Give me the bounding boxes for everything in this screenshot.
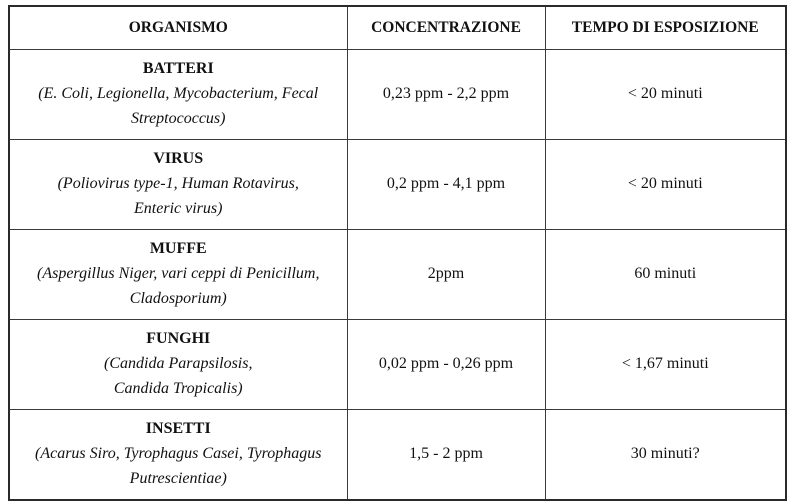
organism-species: (Poliovirus type-1, Human Rotavirus, Ent… [57, 175, 299, 217]
table-row-batteri: BATTERI (E. Coli, Legionella, Mycobacter… [8, 49, 787, 140]
organism-cell: MUFFE (Aspergillus Niger, vari ceppi di … [8, 229, 348, 320]
header-concentrazione: CONCENTRAZIONE [346, 5, 546, 50]
organism-table: ORGANISMO CONCENTRAZIONE TEMPO DI ESPOSI… [8, 5, 787, 501]
exposure-cell: 60 minuti [544, 229, 787, 320]
organism-species: (Acarus Siro, Tyrophagus Casei, Tyrophag… [34, 444, 322, 487]
header-row: ORGANISMO CONCENTRAZIONE TEMPO DI ESPOSI… [8, 5, 787, 50]
organism-species: (E. Coli, Legionella, Mycobacterium, Fec… [38, 85, 319, 127]
organism-name: VIRUS [153, 150, 204, 168]
organism-cell: FUNGHI (Candida Parapsilosis, Candida Tr… [8, 319, 348, 410]
exposure-cell: < 20 minuti [544, 139, 787, 230]
organism-name: MUFFE [149, 240, 207, 258]
concentration-cell: 0,23 ppm - 2,2 ppm [346, 49, 546, 140]
organism-cell: INSETTI (Acarus Siro, Tyrophagus Casei, … [8, 409, 348, 500]
table-row-virus: VIRUS (Poliovirus type-1, Human Rotaviru… [8, 139, 787, 230]
organism-cell: VIRUS (Poliovirus type-1, Human Rotaviru… [8, 139, 348, 230]
organism-species: (Candida Parapsilosis, Candida Tropicali… [104, 355, 253, 397]
exposure-cell: < 1,67 minuti [544, 319, 787, 410]
organism-name: FUNGHI [146, 330, 211, 348]
organism-name: BATTERI [142, 60, 214, 78]
header-tempo-di-esposizione: TEMPO DI ESPOSIZIONE [544, 5, 787, 50]
table-row-funghi: FUNGHI (Candida Parapsilosis, Candida Tr… [8, 319, 787, 410]
organism-species: (Aspergillus Niger, vari ceppi di Penici… [37, 265, 320, 307]
exposure-cell: 30 minuti? [544, 409, 787, 500]
concentration-cell: 2ppm [346, 229, 546, 320]
exposure-cell: < 20 minuti [544, 49, 787, 140]
organism-cell: BATTERI (E. Coli, Legionella, Mycobacter… [8, 49, 348, 140]
header-organismo: ORGANISMO [8, 5, 348, 50]
concentration-cell: 1,5 - 2 ppm [346, 409, 546, 500]
table-row-insetti: INSETTI (Acarus Siro, Tyrophagus Casei, … [8, 409, 787, 500]
organism-name: INSETTI [145, 420, 211, 438]
concentration-cell: 0,2 ppm - 4,1 ppm [346, 139, 546, 230]
concentration-cell: 0,02 ppm - 0,26 ppm [346, 319, 546, 410]
table-row-muffe: MUFFE (Aspergillus Niger, vari ceppi di … [8, 229, 787, 320]
